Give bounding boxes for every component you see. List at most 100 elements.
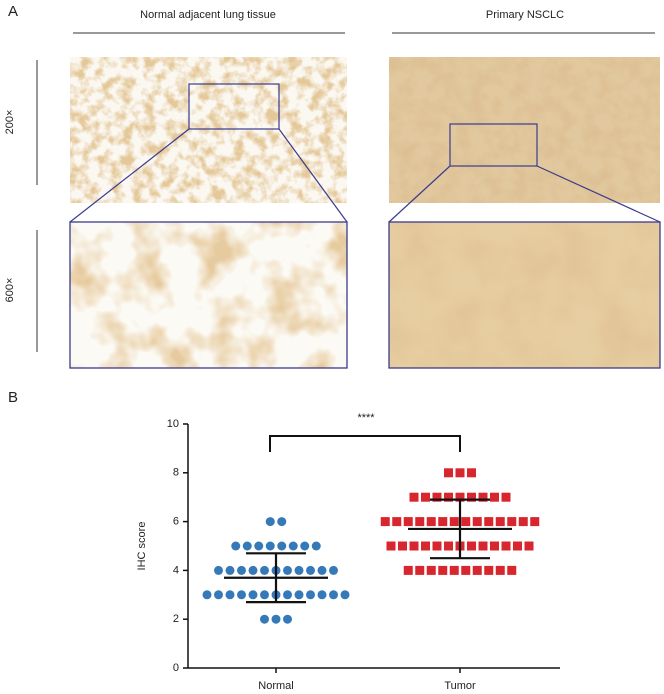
point <box>484 565 494 575</box>
point <box>317 565 327 575</box>
y-tick-label: 0 <box>173 662 179 674</box>
point <box>214 565 223 575</box>
point <box>495 517 505 527</box>
micrograph <box>389 57 660 203</box>
column-title: Normal adjacent lung tissue <box>140 9 276 21</box>
point <box>507 565 517 575</box>
x-tick-label: Normal <box>258 680 293 692</box>
point <box>242 541 252 551</box>
point <box>421 492 430 502</box>
point <box>260 614 269 624</box>
y-tick-label: 8 <box>173 467 179 479</box>
point <box>421 541 430 551</box>
y-tick-label: 4 <box>173 564 179 576</box>
point <box>340 590 350 600</box>
point <box>265 517 275 527</box>
x-tick-label: Tumor <box>444 680 476 692</box>
point <box>467 468 476 478</box>
point <box>467 492 476 502</box>
row-label: 600× <box>4 278 16 303</box>
point <box>202 590 212 600</box>
point <box>225 590 235 600</box>
point <box>254 541 264 551</box>
point <box>260 565 269 575</box>
point <box>409 492 419 502</box>
point <box>306 565 315 575</box>
point <box>294 565 304 575</box>
sd-bar <box>246 552 306 604</box>
zoom-indicator <box>69 83 661 223</box>
column-title: Primary NSCLC <box>486 9 564 21</box>
point <box>478 541 488 551</box>
point <box>271 614 281 624</box>
point <box>403 517 413 527</box>
point <box>214 590 223 600</box>
point <box>501 492 511 502</box>
point <box>283 614 292 624</box>
point <box>444 492 453 502</box>
point <box>398 541 407 551</box>
point <box>467 541 476 551</box>
point <box>432 541 442 551</box>
point <box>530 517 540 527</box>
micrograph <box>70 57 347 203</box>
point <box>518 517 528 527</box>
row-label: 200× <box>4 110 16 135</box>
point <box>438 565 448 575</box>
point <box>415 565 425 575</box>
micrograph <box>69 221 348 369</box>
point <box>432 492 442 502</box>
point <box>248 590 258 600</box>
point <box>380 517 390 527</box>
point <box>426 565 436 575</box>
point <box>449 565 459 575</box>
point <box>490 492 499 502</box>
point <box>311 541 321 551</box>
point <box>283 565 292 575</box>
y-axis-label: IHC score <box>136 522 148 571</box>
panel-label: A <box>8 3 18 20</box>
point <box>317 590 327 600</box>
significance: **** <box>357 412 375 424</box>
point <box>524 541 534 551</box>
y-tick-label: 6 <box>173 516 179 528</box>
point <box>455 468 465 478</box>
point <box>237 590 246 600</box>
point <box>501 541 511 551</box>
point <box>478 492 488 502</box>
point <box>472 565 482 575</box>
point <box>294 590 304 600</box>
point <box>461 517 471 527</box>
point <box>329 590 338 600</box>
panel-label: B <box>8 389 18 406</box>
point <box>426 517 436 527</box>
point <box>329 565 338 575</box>
micrograph <box>388 221 661 369</box>
point <box>507 517 517 527</box>
point <box>277 517 287 527</box>
point <box>495 565 505 575</box>
point <box>225 565 235 575</box>
point <box>444 541 453 551</box>
point <box>449 517 459 527</box>
point <box>513 541 522 551</box>
point <box>231 541 241 551</box>
significance-bracket <box>269 435 461 452</box>
sd-bar <box>430 498 490 560</box>
point <box>415 517 425 527</box>
point <box>484 517 494 527</box>
y-tick-label: 2 <box>173 613 179 625</box>
point <box>444 468 453 478</box>
point <box>409 541 419 551</box>
point <box>392 517 402 527</box>
point <box>288 541 298 551</box>
point <box>461 565 471 575</box>
point <box>248 565 258 575</box>
point <box>403 565 413 575</box>
point <box>386 541 396 551</box>
point <box>237 565 246 575</box>
point <box>306 590 315 600</box>
point <box>283 590 292 600</box>
point <box>455 492 465 502</box>
